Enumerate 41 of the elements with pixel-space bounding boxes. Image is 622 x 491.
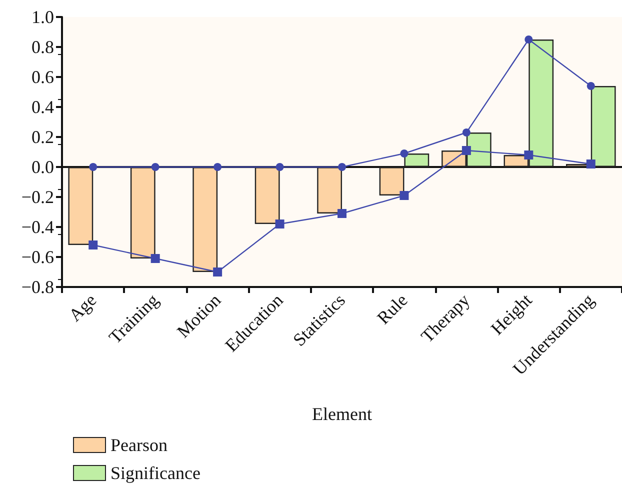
point — [338, 209, 346, 218]
y-tick-label: −0.6 — [21, 247, 54, 267]
bar — [68, 167, 94, 245]
legend-label: Significance — [110, 463, 200, 483]
point — [462, 128, 470, 136]
y-tick-label: −0.8 — [21, 277, 54, 297]
x-tick-label: Rule — [373, 290, 412, 328]
point — [586, 160, 596, 168]
y-tick-label: 1.0 — [32, 7, 54, 27]
y-tick-label: 0.8 — [32, 37, 54, 57]
point — [586, 82, 595, 90]
bar — [379, 167, 404, 196]
point — [400, 150, 408, 158]
point — [524, 150, 534, 160]
point — [150, 254, 160, 263]
point — [213, 268, 222, 276]
y-tick-label: −0.2 — [21, 187, 54, 207]
point — [88, 240, 98, 250]
bar — [192, 167, 218, 272]
legend-label: Pearson — [110, 435, 168, 455]
point — [524, 36, 533, 44]
point — [89, 163, 98, 171]
bar — [590, 86, 616, 167]
bar — [254, 167, 280, 224]
y-tick-label: 0.2 — [32, 127, 54, 147]
point — [400, 191, 409, 200]
y-tick-label: 0.6 — [32, 67, 54, 87]
y-tick-label: 0.0 — [32, 157, 54, 177]
point — [276, 163, 284, 171]
point — [338, 163, 346, 171]
bar — [317, 167, 342, 214]
bar — [130, 167, 156, 258]
x-tick-label: Age — [64, 290, 100, 326]
x-axis-title: Element — [312, 404, 372, 424]
point — [214, 163, 222, 171]
y-tick-label: 0.4 — [32, 97, 54, 117]
point — [275, 220, 284, 228]
bar — [404, 154, 430, 167]
point — [462, 146, 471, 155]
y-tick-label: −0.4 — [21, 217, 54, 237]
point — [151, 163, 160, 171]
